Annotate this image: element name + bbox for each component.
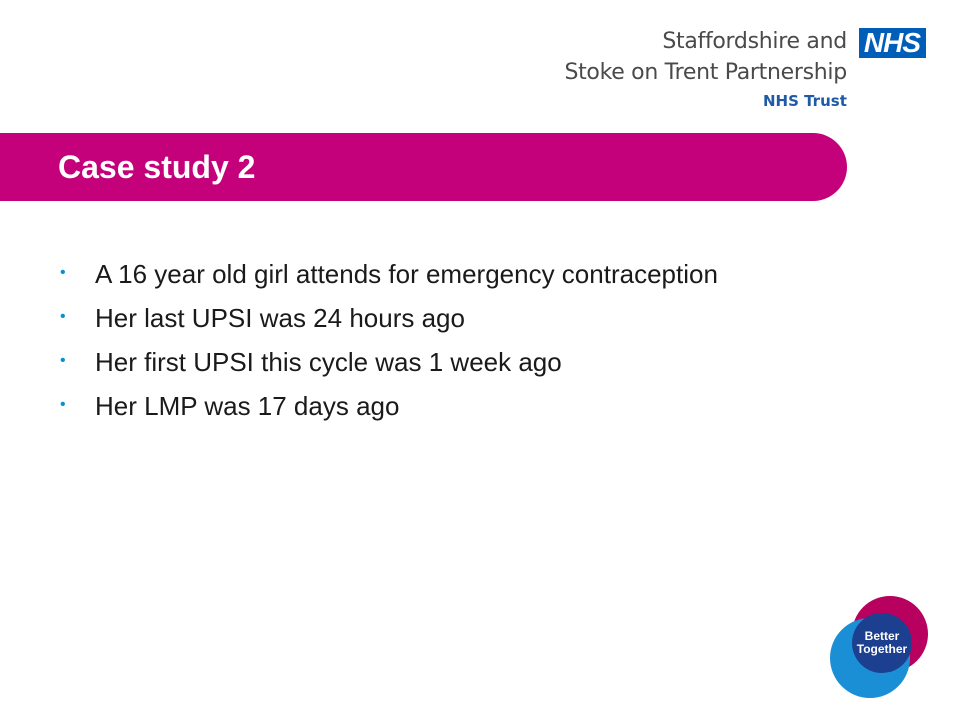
- org-name-line1: Staffordshire and: [662, 29, 847, 54]
- nhs-logo: NHS: [858, 28, 926, 58]
- bullet-list: • A 16 year old girl attends for emergen…: [60, 259, 718, 435]
- bullet-text: A 16 year old girl attends for emergency…: [95, 259, 718, 289]
- better-together-logo: Better Together: [830, 596, 928, 698]
- org-name-line2: Stoke on Trent Partnership: [564, 60, 847, 85]
- bullet-item: • Her LMP was 17 days ago: [60, 391, 718, 435]
- bullet-text: Her last UPSI was 24 hours ago: [95, 303, 465, 333]
- logo-text-line1: Better: [865, 629, 900, 643]
- bullet-dot-icon: •: [60, 264, 66, 281]
- bullet-text: Her LMP was 17 days ago: [95, 391, 400, 421]
- logo-text-line2: Together: [857, 642, 908, 656]
- bullet-text: Her first UPSI this cycle was 1 week ago: [95, 347, 562, 377]
- bullet-item: • Her last UPSI was 24 hours ago: [60, 303, 718, 347]
- bullet-dot-icon: •: [60, 352, 66, 369]
- logo-navy-circle: [852, 613, 912, 673]
- bullet-dot-icon: •: [60, 308, 66, 325]
- org-trust-label: NHS Trust: [762, 92, 847, 110]
- title-bar: Case study 2: [0, 133, 847, 201]
- bullet-dot-icon: •: [60, 396, 66, 413]
- org-name: Staffordshire and Stoke on Trent Partner…: [564, 26, 847, 112]
- slide-title: Case study 2: [58, 149, 256, 185]
- bullet-item: • A 16 year old girl attends for emergen…: [60, 259, 718, 303]
- bullet-item: • Her first UPSI this cycle was 1 week a…: [60, 347, 718, 391]
- org-header: Staffordshire and Stoke on Trent Partner…: [564, 26, 926, 112]
